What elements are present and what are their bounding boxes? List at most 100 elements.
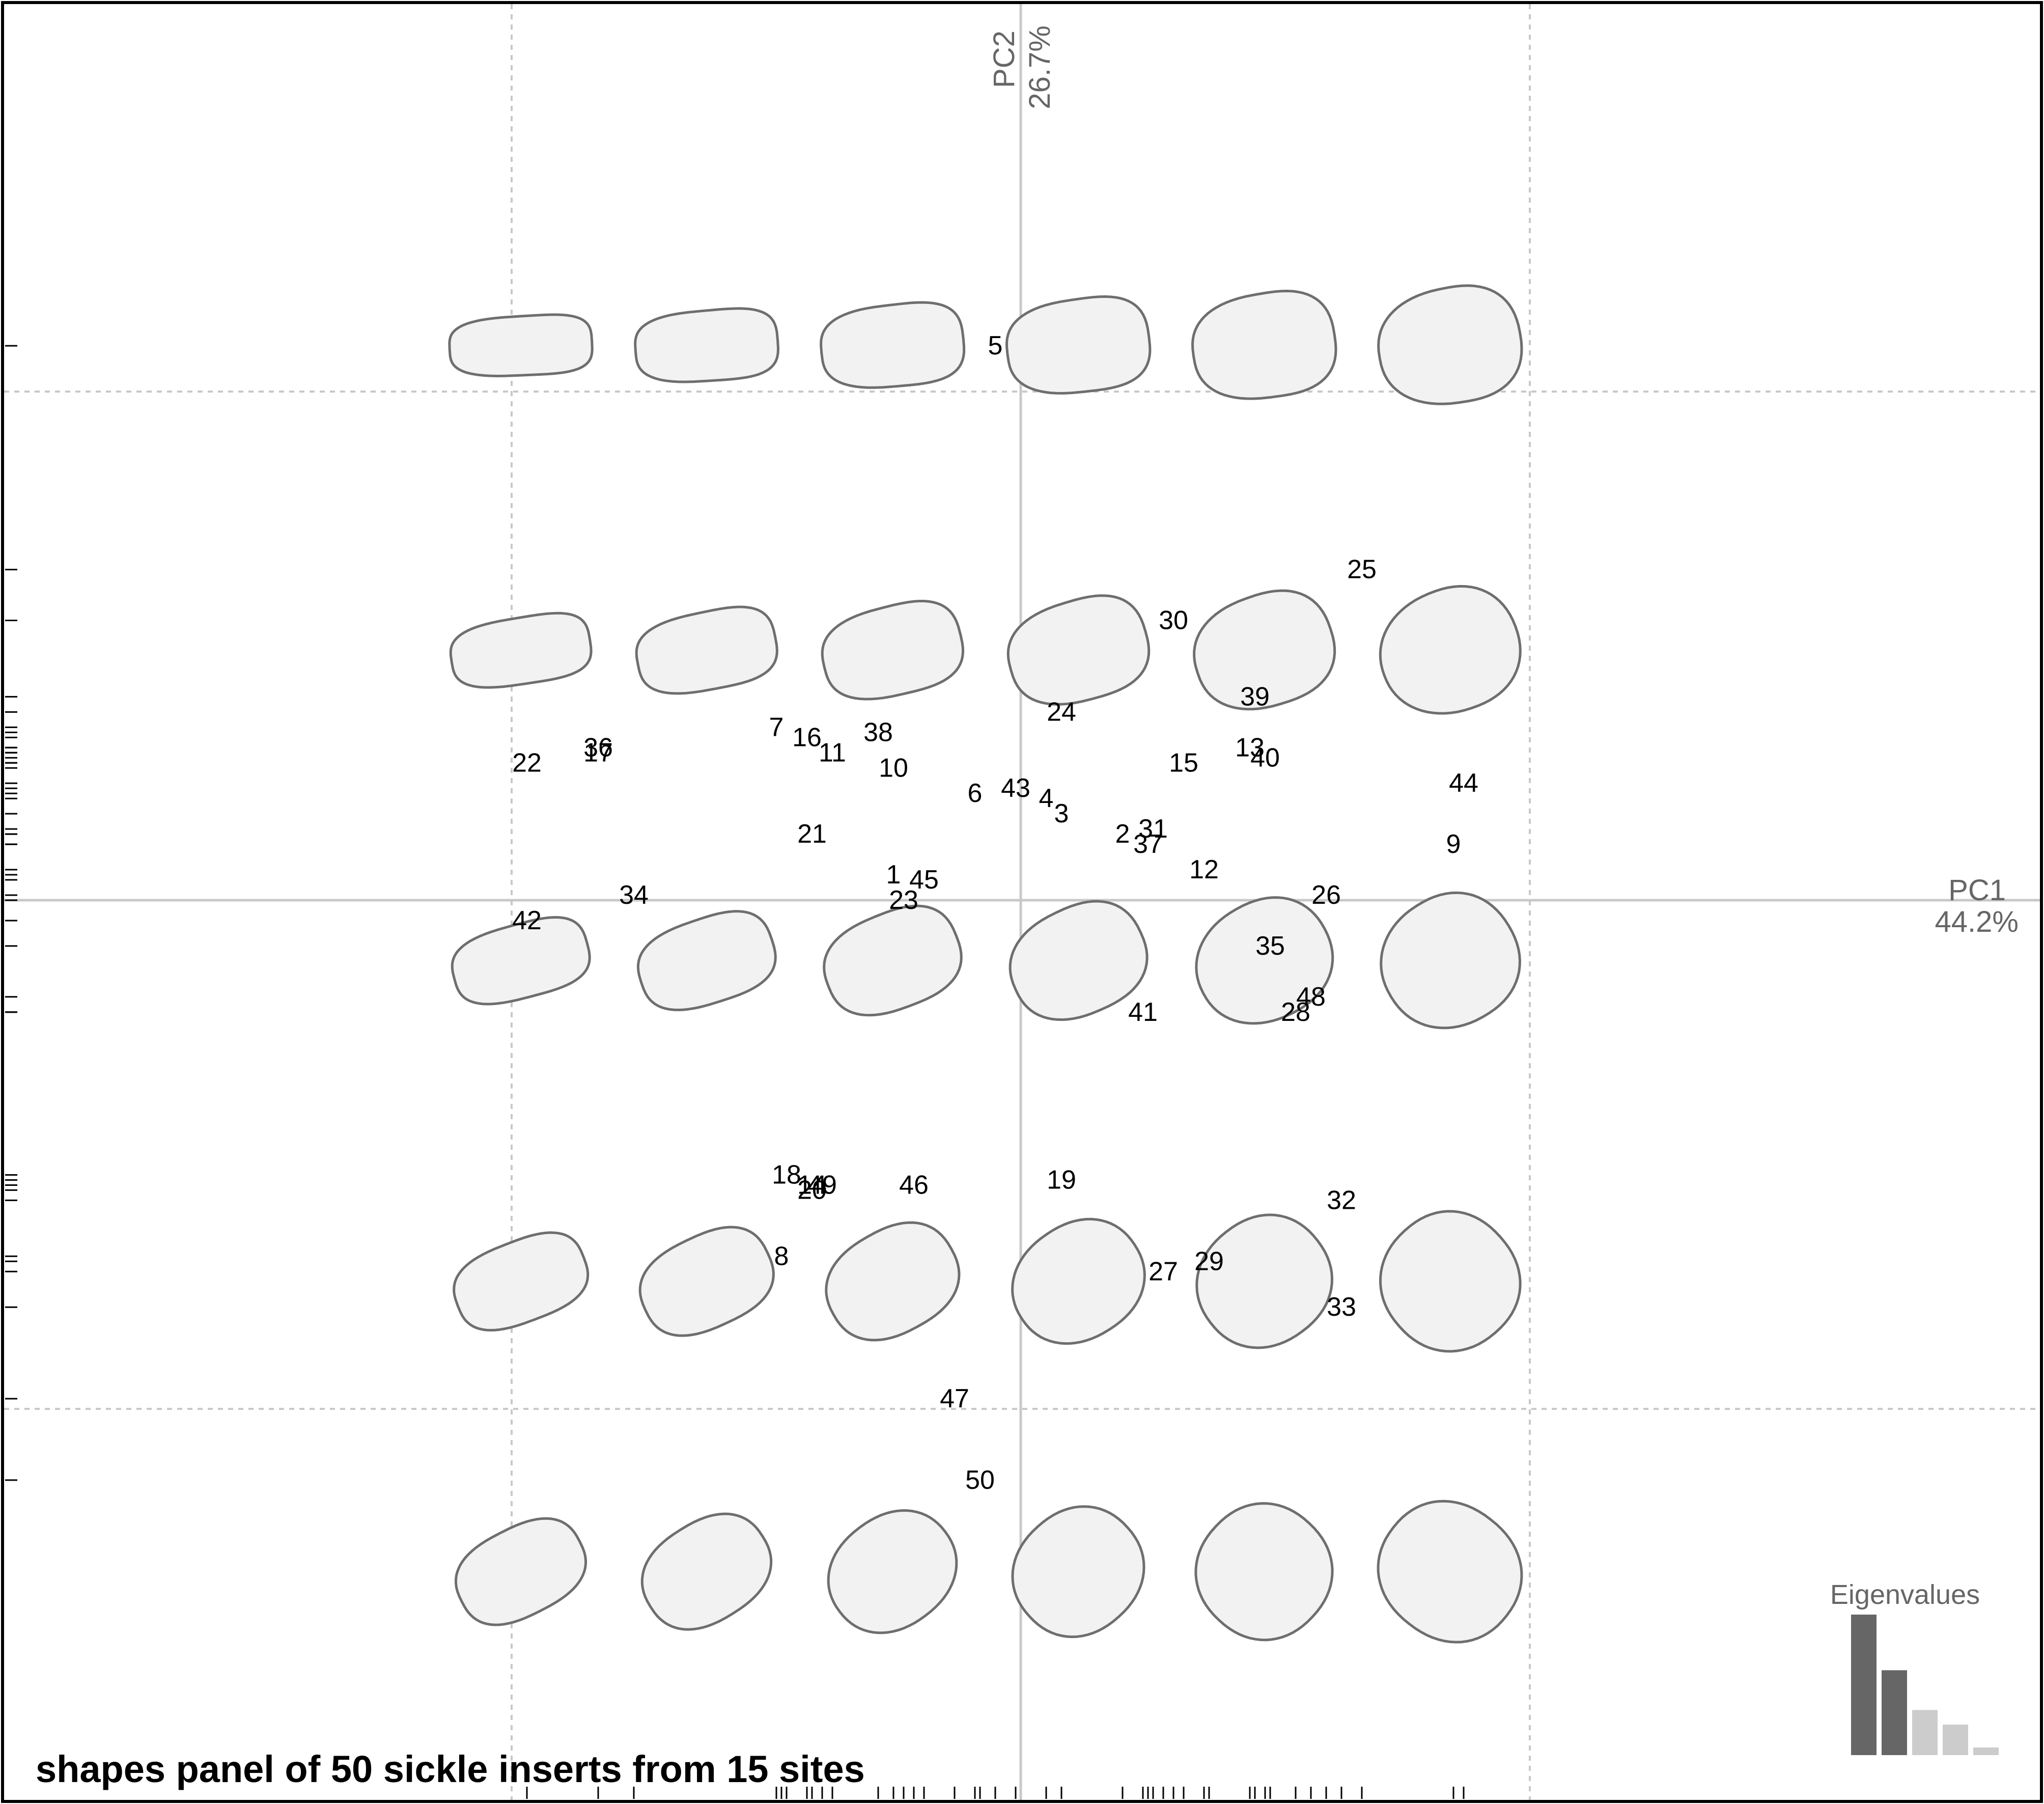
point-label-42: 42: [512, 906, 542, 935]
shape-outline: [1194, 1502, 1334, 1642]
point-label-50: 50: [965, 1465, 995, 1495]
reconstructed-shape: [1379, 585, 1522, 715]
reconstructed-shape: [1193, 589, 1336, 711]
point-label-36: 36: [583, 733, 613, 762]
point-label-30: 30: [1159, 606, 1188, 635]
reconstructed-shape: [827, 1509, 958, 1634]
reconstructed-shape: [1195, 1213, 1334, 1349]
shape-outline: [820, 301, 966, 389]
point-label-10: 10: [879, 753, 908, 783]
point-label-47: 47: [940, 1384, 969, 1413]
shape-outline: [451, 916, 591, 1006]
point-label-34: 34: [619, 880, 649, 910]
reconstructed-shape: [1194, 1502, 1334, 1642]
reconstructed-shape: [823, 904, 963, 1017]
shape-outline: [640, 1512, 773, 1631]
reconstructed-shape: [1006, 594, 1151, 706]
point-label-18: 18: [772, 1160, 801, 1189]
reconstructed-shape: [821, 599, 965, 701]
point-label-48: 48: [1296, 982, 1326, 1012]
point-label-27: 27: [1149, 1257, 1178, 1286]
point-label-5: 5: [988, 331, 1003, 360]
point-label-6: 6: [968, 779, 983, 808]
point-label-38: 38: [863, 717, 893, 747]
eigenvalue-bar-4: [1943, 1725, 1968, 1755]
point-label-17: 17: [583, 738, 613, 767]
reconstructed-shape: [636, 910, 777, 1012]
shape-outline: [635, 605, 778, 695]
shape-outline: [1380, 891, 1521, 1030]
pc-axes: [4, 4, 2040, 1800]
reconstructed-shape: [1377, 284, 1523, 405]
point-label-15: 15: [1169, 748, 1198, 778]
shape-outline: [1006, 594, 1151, 706]
chart-caption: shapes panel of 50 sickle inserts from 1…: [36, 1748, 865, 1790]
reconstructed-shape: [1380, 891, 1521, 1030]
reconstructed-shape: [820, 301, 966, 389]
shape-outline: [1193, 589, 1336, 711]
shape-outline: [1377, 284, 1523, 405]
reconstructed-shape: [1377, 1500, 1523, 1644]
shape-outline: [827, 1509, 958, 1634]
reconstructed-shape: [1379, 1210, 1522, 1353]
reconstructed-shape: [638, 1226, 775, 1337]
point-label-9: 9: [1446, 829, 1461, 859]
point-label-21: 21: [797, 819, 827, 849]
point-label-25: 25: [1347, 555, 1377, 585]
reconstructed-shape: [635, 605, 778, 695]
point-label-1: 1: [886, 860, 901, 890]
reconstructed-shape: [1005, 295, 1152, 395]
eigenvalues-inset: Eigenvalues: [1830, 1579, 1999, 1755]
point-label-20: 20: [797, 1175, 827, 1205]
pc2-variance-label: 26.7%: [1023, 25, 1056, 109]
shape-outline: [825, 1221, 961, 1342]
reconstructed-shape: [453, 1231, 590, 1332]
point-label-37: 37: [1133, 829, 1163, 859]
point-label-7: 7: [769, 712, 784, 742]
shape-outline: [638, 1226, 775, 1337]
shape-outline: [1011, 1505, 1145, 1639]
reconstructed-shape: [634, 307, 780, 383]
point-label-12: 12: [1189, 855, 1219, 884]
point-label-28: 28: [1281, 997, 1310, 1027]
shape-outline: [1195, 896, 1334, 1025]
point-label-26: 26: [1311, 880, 1341, 910]
shape-outline: [449, 612, 593, 689]
shape-outline: [1191, 289, 1337, 400]
eigenvalue-bar-3: [1912, 1710, 1938, 1755]
shape-outline: [1379, 1210, 1522, 1353]
pc1-axis-title: PC1: [1948, 874, 2006, 907]
shape-outline: [1195, 1213, 1334, 1349]
point-label-40: 40: [1250, 743, 1280, 772]
point-label-31: 31: [1138, 814, 1168, 844]
point-label-8: 8: [774, 1241, 789, 1271]
shape-outline: [453, 1231, 590, 1332]
point-label-29: 29: [1194, 1246, 1224, 1276]
shape-outline: [448, 313, 594, 377]
pc2-axis-title: PC2: [988, 31, 1021, 88]
rug-ticks: [5, 345, 1465, 1799]
point-label-45: 45: [909, 865, 939, 895]
point-label-2: 2: [1115, 819, 1130, 849]
shape-outline: [1005, 295, 1152, 395]
point-label-13: 13: [1235, 733, 1265, 762]
shape-outline: [1011, 1217, 1146, 1345]
reconstructed-shape: [451, 916, 591, 1006]
point-label-41: 41: [1128, 997, 1158, 1027]
reconstructed-shape: [1011, 1505, 1145, 1639]
shape-outline: [821, 599, 965, 701]
shape-outline: [454, 1517, 587, 1626]
point-label-3: 3: [1054, 799, 1069, 828]
point-label-35: 35: [1255, 931, 1285, 961]
point-label-33: 33: [1327, 1292, 1356, 1322]
reconstructed-shape: [1191, 289, 1337, 400]
grid-lines: [4, 4, 2040, 1800]
eigenvalue-bar-1: [1851, 1615, 1877, 1755]
point-label-11: 11: [819, 738, 846, 767]
eigenvalue-bar-5: [1973, 1747, 1999, 1755]
point-label-24: 24: [1047, 697, 1076, 727]
reconstructed-shape: [1011, 1217, 1146, 1345]
reconstructed-shape: [448, 313, 594, 377]
